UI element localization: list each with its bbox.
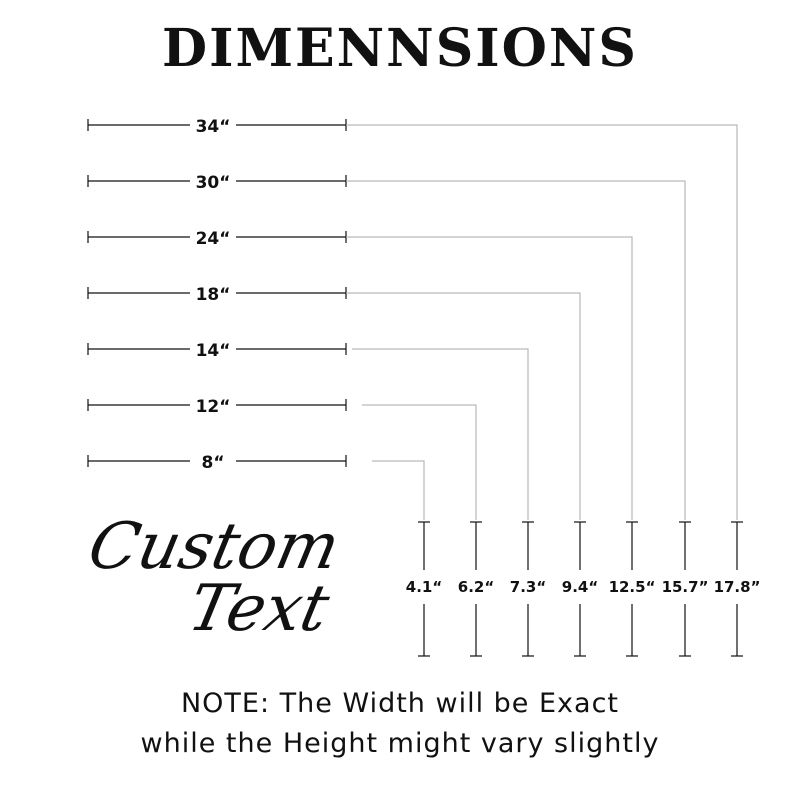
width-label: 30“	[196, 173, 231, 193]
height-label: 6.2“	[458, 578, 494, 596]
connector-line	[372, 460, 425, 520]
connector-line	[346, 236, 633, 520]
width-label: 34“	[196, 117, 231, 137]
width-label: 12“	[196, 397, 231, 417]
connector-line	[346, 292, 581, 520]
width-label: 8“	[201, 453, 224, 473]
height-label: 7.3“	[510, 578, 546, 596]
height-label: 17.8”	[714, 578, 761, 596]
width-label: 24“	[196, 229, 231, 249]
height-label: 12.5“	[609, 578, 656, 596]
width-label: 18“	[196, 285, 231, 305]
custom-text-line2: Text	[182, 572, 336, 646]
connector-line	[346, 124, 738, 520]
note-line1: NOTE: The Width will be Exact	[180, 688, 620, 719]
page-title: DIMENNSIONS	[162, 18, 638, 79]
height-label: 9.4“	[562, 578, 598, 596]
connector-line	[346, 180, 686, 520]
connector-line	[352, 348, 529, 520]
width-label: 14“	[196, 341, 231, 361]
note-line2: while the Height might vary slightly	[140, 728, 660, 759]
connector-line	[362, 404, 477, 520]
height-label: 15.7”	[662, 578, 709, 596]
height-label: 4.1“	[406, 578, 442, 596]
custom-text-sample: Custom Text	[80, 510, 360, 670]
